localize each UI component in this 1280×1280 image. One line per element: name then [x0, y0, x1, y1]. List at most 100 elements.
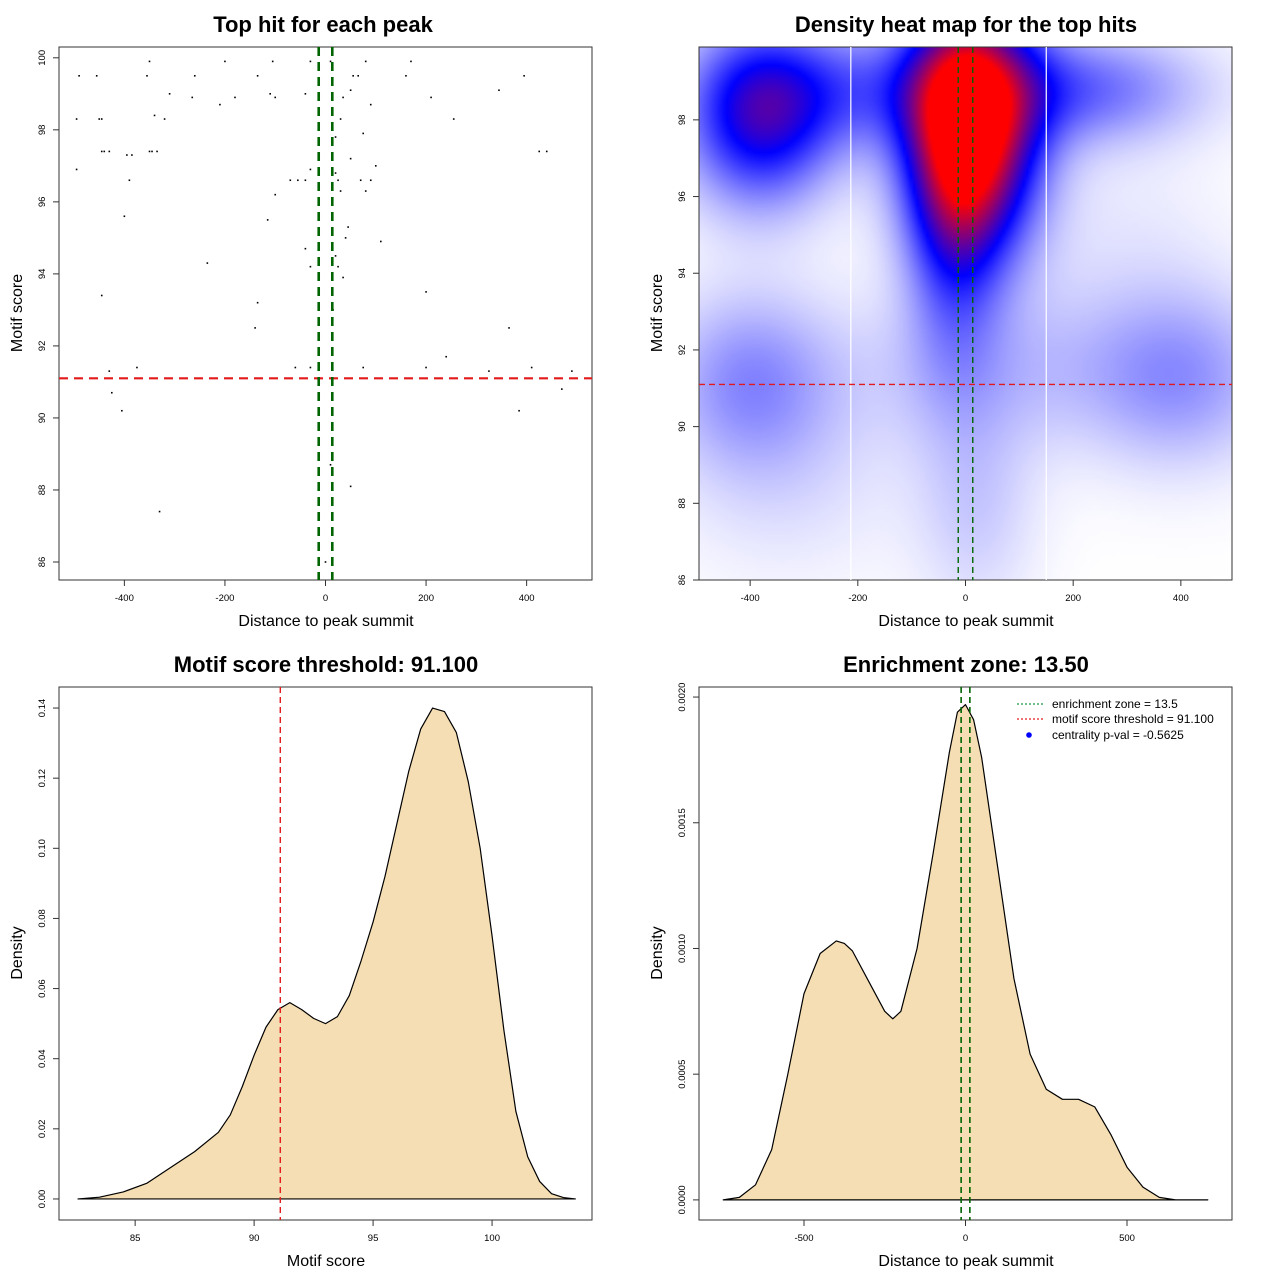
scatter-point	[274, 193, 277, 196]
scatter-point	[254, 327, 256, 329]
scatter-point	[342, 96, 344, 99]
scatter-point	[362, 132, 365, 135]
scatter-point	[304, 247, 307, 250]
heatmap-y-tick-label: 94	[677, 268, 688, 279]
score-density-y-tick-label: 0.14	[37, 699, 48, 718]
scatter-point	[339, 118, 342, 120]
scatter-point	[289, 179, 292, 182]
score-density-y-tick-label: 0.10	[37, 839, 48, 858]
heatmap-title: Density heat map for the top hits	[795, 12, 1137, 37]
enrichment-legend: enrichment zone = 13.5 motif score thres…	[1017, 697, 1214, 742]
scatter-point	[518, 409, 520, 412]
scatter-point	[380, 240, 382, 243]
enrichment-y-tick-label: 0.0000	[677, 1185, 688, 1214]
heatmap-panel: Density heat map for the top hits Distan…	[649, 12, 1233, 630]
scatter-point	[256, 301, 259, 304]
scatter-x-tick-label: 200	[418, 593, 434, 604]
scatter-point	[168, 93, 171, 95]
scatter-point	[337, 179, 339, 182]
scatter-point	[75, 118, 78, 120]
scatter-y-tick-label: 88	[37, 485, 48, 496]
score-density-title: Motif score threshold: 91.100	[174, 652, 478, 677]
scatter-point	[530, 366, 533, 369]
score-density-y-tick-label: 0.00	[37, 1190, 48, 1209]
scatter-point	[545, 150, 548, 153]
enrichment-x-tick-label: 0	[963, 1233, 968, 1244]
heatmap-x-tick-label: -200	[848, 593, 867, 604]
scatter-point	[369, 103, 372, 106]
heatmap-x-tick-label: 400	[1173, 593, 1189, 604]
scatter-point	[359, 179, 362, 182]
scatter-point	[100, 118, 103, 120]
legend-threshold-label: motif score threshold = 91.100	[1052, 712, 1214, 726]
enrichment-y-tick-label: 0.0015	[677, 808, 688, 837]
scatter-point	[224, 60, 226, 63]
scatter-plot-frame	[58, 46, 593, 581]
scatter-point	[297, 179, 299, 182]
enrichment-title: Enrichment zone: 13.50	[843, 652, 1089, 677]
enrichment-ylabel: Density	[649, 926, 666, 979]
scatter-point	[219, 103, 221, 106]
scatter-point	[136, 366, 138, 369]
scatter-point	[344, 237, 347, 239]
scatter-point	[349, 157, 352, 160]
scatter-x-tick-label: -400	[115, 593, 134, 604]
scatter-point	[339, 190, 342, 192]
heatmap-y-tick-label: 92	[677, 345, 688, 356]
scatter-title: Top hit for each peak	[213, 12, 433, 37]
scatter-point	[430, 96, 432, 99]
score-density-x-tick-label: 90	[249, 1233, 260, 1244]
scatter-point	[100, 294, 103, 297]
scatter-point	[266, 219, 269, 221]
scatter-point	[256, 75, 259, 77]
scatter-point	[334, 255, 337, 257]
scatter-point	[342, 276, 344, 279]
scatter-point	[425, 291, 427, 293]
heatmap-y-tick-label: 90	[677, 421, 688, 432]
scatter-point	[309, 265, 312, 268]
scatter-point	[349, 485, 352, 488]
scatter-point	[148, 150, 151, 153]
scatter-point	[309, 168, 312, 171]
scatter-point	[156, 150, 158, 153]
scatter-point	[364, 190, 367, 192]
scatter-point	[488, 370, 490, 372]
scatter-point	[445, 355, 447, 358]
legend-zone-label: enrichment zone = 13.5	[1052, 697, 1178, 711]
scatter-point	[561, 388, 563, 390]
scatter-point	[337, 265, 339, 268]
scatter-point	[193, 75, 196, 77]
scatter-point	[329, 463, 332, 466]
heatmap-x-tick-label: 0	[963, 593, 968, 604]
scatter-x-tick-label: -200	[215, 593, 234, 604]
scatter-y-tick-label: 98	[37, 125, 48, 136]
scatter-x-tick-label: 400	[519, 593, 535, 604]
heatmap-y-tick-label: 98	[677, 115, 688, 126]
scatter-point	[158, 510, 161, 513]
scatter-point	[294, 366, 297, 369]
scatter-point	[304, 93, 307, 95]
scatter-point	[334, 136, 337, 138]
scatter-point	[78, 75, 80, 77]
score-density-y-tick-label: 0.02	[37, 1120, 48, 1139]
scatter-point	[334, 172, 337, 174]
score-density-density-area	[77, 707, 576, 1200]
scatter-point	[523, 75, 525, 77]
enrichment-y-tick-label: 0.0010	[677, 934, 688, 963]
enrichment-y-tick-label: 0.0020	[677, 683, 688, 712]
scatter-point	[131, 154, 133, 156]
score-density-x-tick-label: 95	[368, 1233, 379, 1244]
scatter-point	[508, 327, 510, 329]
heatmap-ylabel: Motif score	[649, 274, 666, 352]
enrichment-density-area	[722, 704, 1209, 1201]
scatter-x-tick-label: 0	[323, 593, 328, 604]
scatter-y-tick-label: 96	[37, 197, 48, 208]
scatter-point	[95, 75, 98, 77]
scatter-point	[304, 179, 307, 182]
heatmap-xlabel: Distance to peak summit	[878, 613, 1054, 630]
scatter-point	[571, 370, 573, 372]
scatter-y-tick-label: 86	[37, 557, 48, 568]
scatter-point	[206, 262, 209, 264]
score-density-plot-frame	[58, 686, 593, 1221]
